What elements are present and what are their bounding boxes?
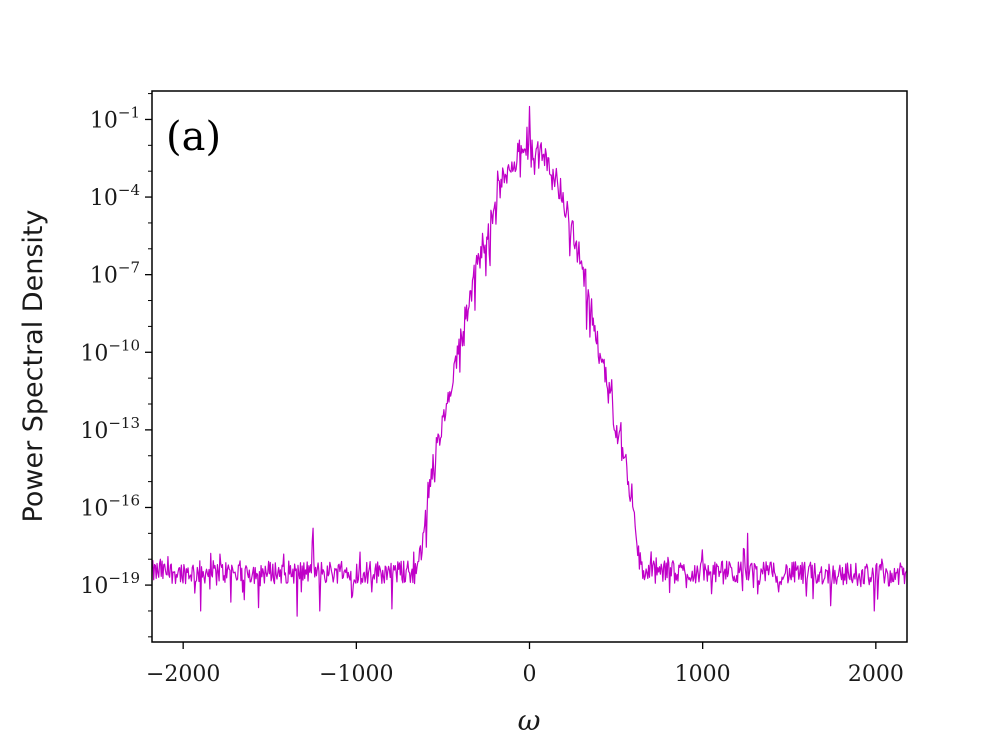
y-tick-label: 10−4 — [90, 181, 140, 211]
x-tick-label: 1000 — [675, 662, 731, 687]
x-tick-label: −2000 — [146, 662, 220, 687]
x-tick-label: −1000 — [319, 662, 393, 687]
y-tick-label: 10−10 — [80, 336, 140, 366]
panel-label: (a) — [166, 114, 221, 160]
y-axis-label: Power Spectral Density — [18, 210, 49, 523]
y-tick-label: 10−13 — [80, 414, 140, 444]
y-axis: 10−1 10−4 10−7 10−10 10−13 10−16 10−19 — [80, 93, 152, 638]
y-tick-label: 10−1 — [90, 103, 140, 133]
x-tick-label: 0 — [523, 662, 537, 687]
x-tick-label: 2000 — [848, 662, 904, 687]
y-tick-label: 10−16 — [80, 491, 140, 521]
x-axis-label: ω — [518, 704, 541, 737]
y-tick-label: 10−19 — [80, 569, 140, 599]
x-axis: −2000 −1000 0 1000 2000 — [146, 642, 904, 687]
y-tick-label: 10−7 — [90, 259, 140, 289]
series-line-psd — [152, 105, 907, 617]
plot-frame — [151, 90, 908, 643]
